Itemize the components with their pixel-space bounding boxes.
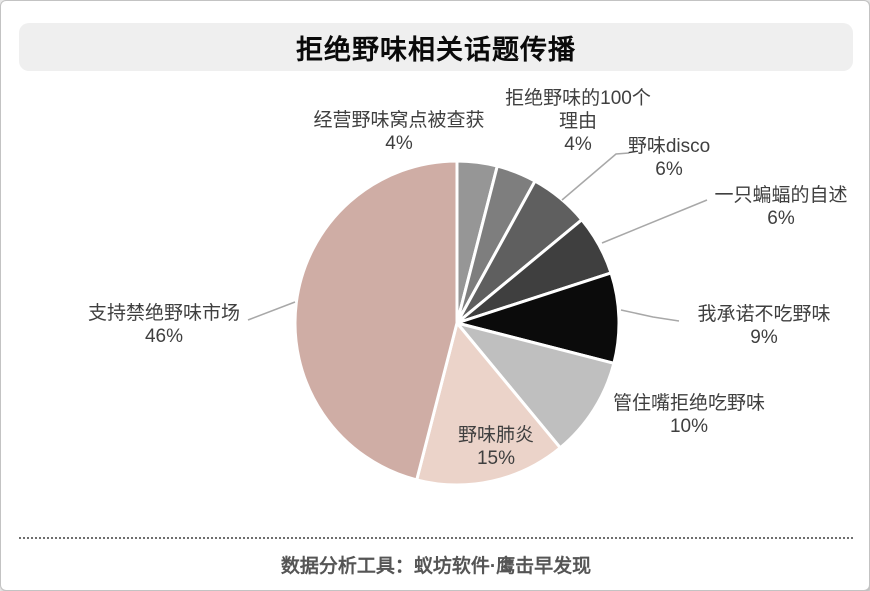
pie-slice-6 <box>455 321 616 450</box>
chart-title-bar: 拒绝野味相关话题传播 <box>19 23 853 71</box>
chart-title: 拒绝野味相关话题传播 <box>296 34 576 65</box>
footer-divider <box>19 537 853 539</box>
leader-line-3 <box>561 152 630 201</box>
pie-slice-8 <box>293 159 459 482</box>
pie-slice-5 <box>455 271 621 365</box>
leader-line-5 <box>620 309 680 322</box>
leader-line-8 <box>247 301 296 321</box>
pie-slice-7 <box>415 321 562 487</box>
footer-source: 数据分析工具：蚁坊软件·鹰击早发现 <box>280 556 592 577</box>
leader-line-4 <box>601 199 708 244</box>
